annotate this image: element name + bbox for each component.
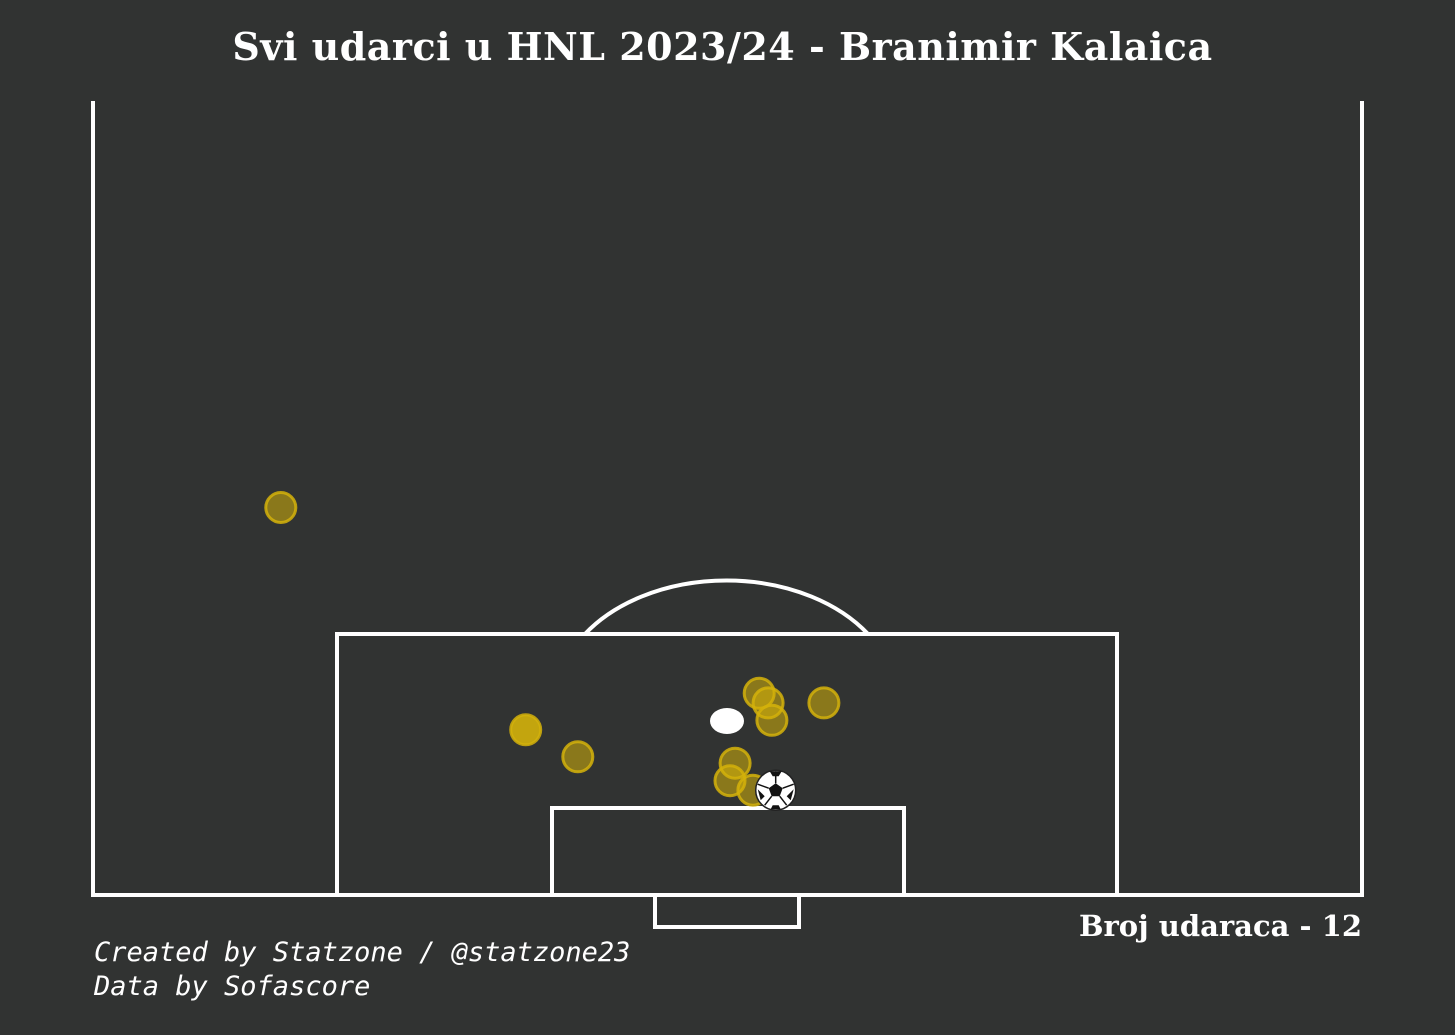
pitch-lines — [91, 101, 1364, 929]
shot-point — [718, 746, 752, 780]
shot-point — [264, 491, 298, 524]
chart-title: Svi udarci u HNL 2023/24 - Branimir Kala… — [232, 24, 1213, 69]
credits: Created by Statzone / @statzone23 Data b… — [94, 936, 630, 1004]
shot-point — [755, 703, 789, 737]
six-yard-box — [550, 806, 906, 897]
shot-count-label: Broj udaraca - 12 — [1079, 909, 1362, 943]
shots-layer — [264, 491, 841, 807]
penalty-arc — [583, 578, 870, 636]
goal-frame — [653, 893, 801, 929]
goal-ball-icon — [754, 769, 797, 811]
shot-point — [561, 740, 595, 774]
penalty-spot — [710, 708, 744, 734]
data-source-line: Data by Sofascore — [94, 971, 371, 1002]
shot-point — [509, 713, 543, 747]
shot-point — [807, 686, 841, 720]
credit-line: Created by Statzone / @statzone23 — [94, 937, 631, 968]
